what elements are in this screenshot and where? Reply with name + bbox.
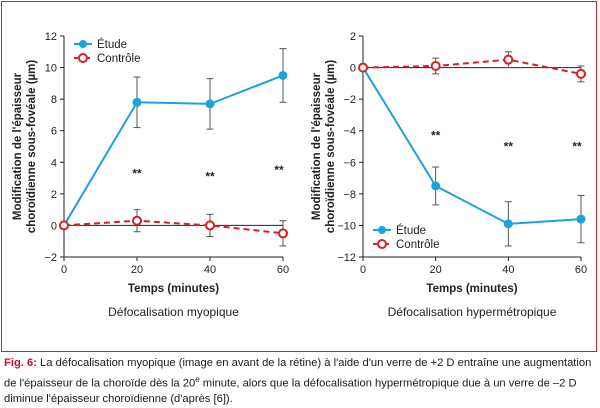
caption-text-1: La défocalisation myopique (image en ava… xyxy=(4,357,592,390)
legend-marker xyxy=(78,53,88,63)
y-tick-label: −12 xyxy=(337,252,356,264)
x-tick-label: 40 xyxy=(204,264,216,276)
data-point xyxy=(503,219,513,229)
legend-label: Contrôle xyxy=(396,239,439,251)
y-tick-label: 0 xyxy=(350,63,356,75)
series-etude xyxy=(358,63,586,247)
legend: Étude Contrôle xyxy=(74,38,140,65)
data-point xyxy=(132,215,142,226)
data-point xyxy=(205,220,215,231)
data-point xyxy=(576,68,586,79)
x-tick-label: 60 xyxy=(575,264,587,276)
data-point xyxy=(205,99,215,109)
y-tick-label: −2 xyxy=(343,94,356,106)
significance-mark: ** xyxy=(504,140,514,154)
series-etude xyxy=(59,48,288,230)
legend-label: Étude xyxy=(396,224,426,237)
series-controle xyxy=(358,51,586,83)
caption-superscript: e xyxy=(195,374,200,384)
y-axis-label-line-1: Modification de l'épaisseur xyxy=(12,72,24,220)
y-tick-label: 4 xyxy=(51,157,57,169)
y-tick-label: 10 xyxy=(45,63,57,75)
data-point xyxy=(278,70,288,80)
y-axis-label-line-1: Modification de l'épaisseur xyxy=(311,72,323,220)
significance-mark: ** xyxy=(572,140,582,154)
chart-title: Défocalisation myopique xyxy=(108,305,239,319)
x-tick-label: 40 xyxy=(502,264,514,276)
series-line xyxy=(63,219,284,235)
data-point xyxy=(503,54,514,65)
x-tick-label: 20 xyxy=(131,264,143,276)
y-tick-label: 2 xyxy=(51,189,57,201)
y-tick-label: 0 xyxy=(51,220,57,232)
series-line xyxy=(63,74,284,226)
series-line xyxy=(362,67,582,225)
y-tick-label: 8 xyxy=(51,94,57,106)
series-controle xyxy=(59,209,288,247)
y-tick-label: −8 xyxy=(343,189,356,201)
chart-title: Défocalisation hypermétropique xyxy=(388,305,557,319)
x-tick-label: 20 xyxy=(430,264,442,276)
y-axis-label-line-2: choroïdienne sous-fovéale (µm) xyxy=(325,60,337,234)
y-tick-label: 2 xyxy=(350,31,356,43)
legend-label: Contrôle xyxy=(97,53,140,65)
legend-marker xyxy=(79,40,87,48)
significance-mark: ** xyxy=(431,128,441,142)
x-axis-label: Temps (minutes) xyxy=(128,283,219,295)
legend-marker xyxy=(377,239,387,249)
significance-mark: ** xyxy=(274,163,284,177)
caption-label: Fig. 6: xyxy=(4,357,37,369)
significance-mark: ** xyxy=(132,166,142,180)
x-tick-label: 0 xyxy=(61,264,67,276)
data-point xyxy=(59,220,69,231)
y-tick-label: −4 xyxy=(343,126,356,138)
x-tick-label: 60 xyxy=(277,264,289,276)
x-tick-label: 0 xyxy=(360,264,366,276)
y-tick-label: −10 xyxy=(337,220,356,232)
significance-mark: ** xyxy=(205,169,215,183)
legend: Étude Contrôle xyxy=(373,224,439,251)
y-tick-label: 6 xyxy=(51,126,57,138)
y-tick-label: 12 xyxy=(45,31,57,43)
x-axis-label: Temps (minutes) xyxy=(426,283,517,295)
y-tick-label: −2 xyxy=(44,252,57,264)
data-point xyxy=(358,62,368,73)
series-line xyxy=(362,58,582,75)
caption-text-2: minute, alors que la défocalisation hype… xyxy=(4,377,577,405)
data-point xyxy=(431,181,441,191)
data-point xyxy=(576,214,586,224)
y-tick-label: −6 xyxy=(343,157,356,169)
figure-frame xyxy=(1,1,597,352)
legend-label: Étude xyxy=(97,38,127,51)
y-axis-label-line-2: choroïdienne sous-fovéale (µm) xyxy=(26,60,38,234)
data-point xyxy=(278,228,288,239)
legend-marker xyxy=(378,226,386,234)
figure-caption: Fig. 6: La défocalisation myopique (imag… xyxy=(4,356,596,408)
data-point xyxy=(430,60,441,71)
chart-1: −2 0 2 4 6 8 10 12 0 20 40 60 Temps (minutes) Modific… xyxy=(12,31,289,319)
data-point xyxy=(132,97,142,107)
